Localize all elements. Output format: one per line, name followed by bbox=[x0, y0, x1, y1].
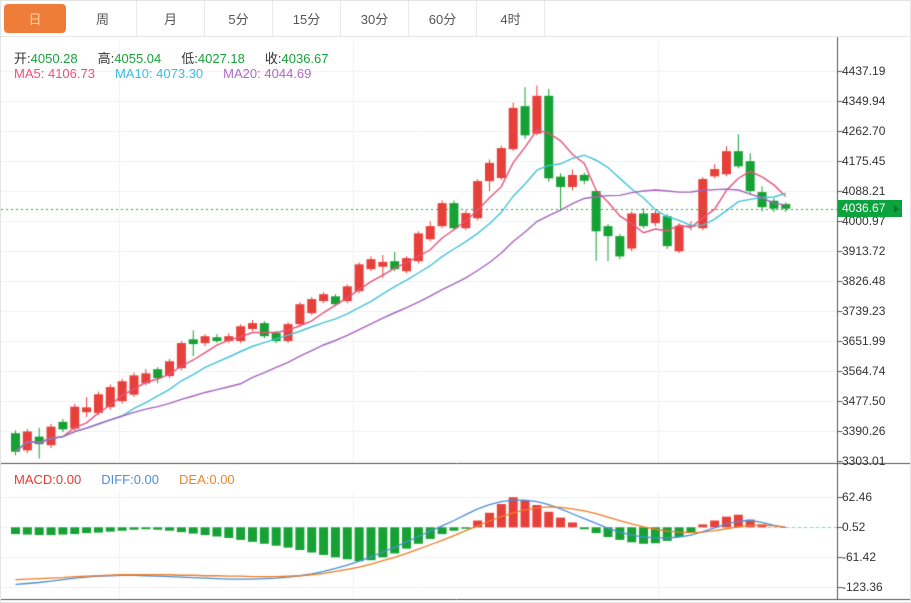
current-price-value: 4036.67 bbox=[842, 201, 886, 215]
ma5-value: MA5: 4106.73 bbox=[14, 66, 95, 81]
ma10-value: MA10: 4073.30 bbox=[114, 66, 204, 81]
price-axis-label: 3913.72 bbox=[842, 244, 886, 258]
tab-week[interactable]: 周 bbox=[69, 1, 137, 36]
ma20-value: MA20: 4044.69 bbox=[223, 66, 312, 81]
price-axis-label: 3303.01 bbox=[842, 454, 886, 468]
price-axis-label: 3651.99 bbox=[842, 334, 886, 348]
tab-4hour[interactable]: 4时 bbox=[477, 1, 545, 36]
ohlc-legend: 开:4050.28 高:4055.04 低:4027.18 收:4036.67 bbox=[14, 48, 349, 67]
tab-60min[interactable]: 60分 bbox=[409, 1, 477, 36]
tab-month[interactable]: 月 bbox=[137, 1, 205, 36]
price-axis-label: 3477.50 bbox=[842, 394, 886, 408]
diff-value: DIFF:0.00 bbox=[101, 472, 160, 487]
price-axis-label: 4262.70 bbox=[842, 124, 886, 138]
macd-axis-label: -61.42 bbox=[842, 550, 877, 565]
dea-value: DEA:0.00 bbox=[179, 472, 235, 487]
low-value: 低:4027.18 bbox=[181, 51, 245, 66]
macd-value: MACD:0.00 bbox=[14, 472, 82, 487]
price-axis-label: 4000.97 bbox=[842, 214, 886, 228]
price-axis-label: 4175.45 bbox=[842, 154, 886, 168]
tab-day[interactable]: 日 bbox=[4, 4, 66, 33]
price-axis-label: 3390.26 bbox=[842, 424, 886, 438]
ma-legend: MA5: 4106.73 MA10: 4073.30 MA20: 4044.69 bbox=[14, 66, 331, 81]
price-axis-label: 4437.19 bbox=[842, 64, 886, 78]
tab-5min[interactable]: 5分 bbox=[205, 1, 273, 36]
tab-15min[interactable]: 15分 bbox=[273, 1, 341, 36]
macd-axis-label: 62.46 bbox=[842, 490, 873, 505]
price-axis-label: 3826.48 bbox=[842, 274, 886, 288]
macd-axis-label: -123.36 bbox=[842, 580, 883, 595]
price-axis-label: 4349.94 bbox=[842, 94, 886, 108]
price-axis-label: 3564.74 bbox=[842, 364, 886, 378]
current-price-tag: 4036.67 bbox=[838, 200, 902, 217]
tab-30min[interactable]: 30分 bbox=[341, 1, 409, 36]
macd-axis-label: 0.52 bbox=[842, 520, 866, 535]
close-value: 收:4036.67 bbox=[264, 51, 329, 66]
high-value: 高:4055.04 bbox=[97, 51, 162, 66]
price-axis-label: 4088.21 bbox=[842, 184, 886, 198]
macd-legend: MACD:0.00 DIFF:0.00 DEA:0.00 bbox=[14, 472, 255, 487]
timeframe-tab-bar: 日周月 5分 15分 30分 60分 4时 bbox=[1, 1, 910, 37]
price-axis-label: 3739.23 bbox=[842, 304, 886, 318]
open-value: 开:4050.28 bbox=[14, 51, 78, 66]
